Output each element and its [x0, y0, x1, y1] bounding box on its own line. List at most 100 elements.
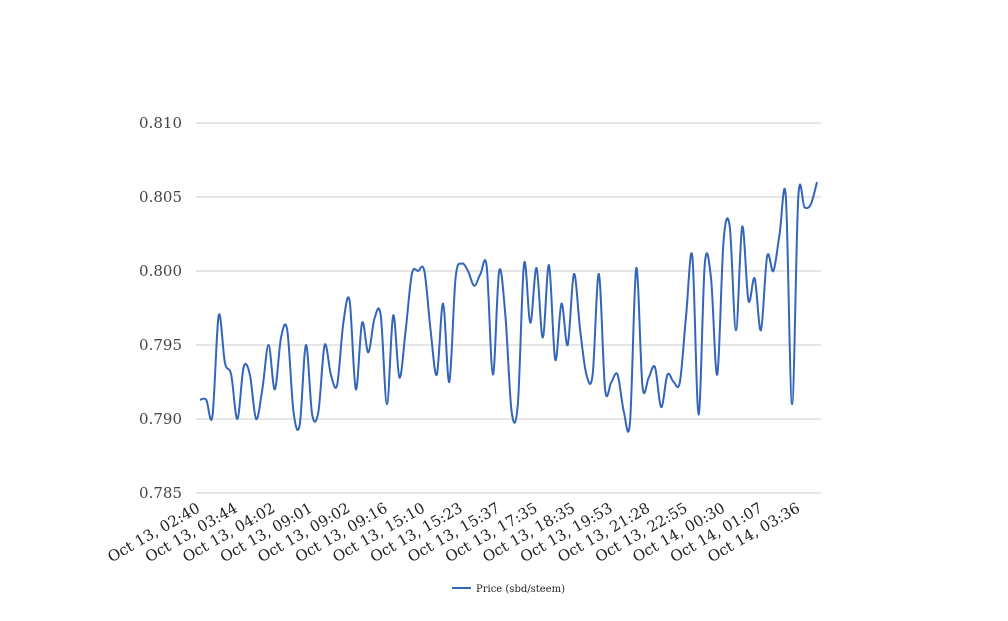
- data-point: [703, 262, 707, 266]
- data-point: [429, 328, 433, 332]
- legend[interactable]: Price (sbd/steem): [452, 584, 565, 595]
- data-point: [815, 180, 819, 184]
- data-point: [410, 272, 414, 276]
- data-point: [447, 380, 451, 384]
- data-point: [397, 376, 401, 380]
- y-tick-label: 0.795: [139, 336, 182, 354]
- data-point: [235, 417, 239, 421]
- data-point: [416, 269, 420, 273]
- data-point: [204, 398, 208, 402]
- data-point: [796, 195, 800, 199]
- data-point: [566, 343, 570, 347]
- data-point: [722, 239, 726, 243]
- data-point: [510, 410, 514, 414]
- data-point: [591, 373, 595, 377]
- data-point: [535, 266, 539, 270]
- gridlines: [196, 122, 821, 494]
- data-point: [485, 265, 489, 269]
- y-tick-label: 0.805: [139, 188, 182, 206]
- data-point: [746, 299, 750, 303]
- data-point: [803, 205, 807, 209]
- data-point: [472, 284, 476, 288]
- data-point: [354, 387, 358, 391]
- data-point: [541, 336, 545, 340]
- data-point: [248, 373, 252, 377]
- data-point: [597, 272, 601, 276]
- data-point: [516, 402, 520, 406]
- data-point: [379, 313, 383, 317]
- data-point: [753, 276, 757, 280]
- data-point: [291, 410, 295, 414]
- data-point: [466, 269, 470, 273]
- data-point: [366, 350, 370, 354]
- data-point: [404, 328, 408, 332]
- data-point: [522, 262, 526, 266]
- data-point: [454, 276, 458, 280]
- data-point: [740, 225, 744, 229]
- data-point: [329, 373, 333, 377]
- data-point: [341, 321, 345, 325]
- data-point: [765, 254, 769, 258]
- data-point: [528, 321, 532, 325]
- data-point: [254, 417, 258, 421]
- data-point: [223, 361, 227, 365]
- data-point: [316, 410, 320, 414]
- data-point: [422, 269, 426, 273]
- data-point: [634, 266, 638, 270]
- data-point: [603, 387, 607, 391]
- data-point: [273, 387, 277, 391]
- data-point: [684, 313, 688, 317]
- data-point: [809, 202, 813, 206]
- y-tick-label: 0.790: [139, 410, 182, 428]
- legend-label: Price (sbd/steem): [476, 584, 565, 595]
- data-point: [715, 373, 719, 377]
- y-tick-label: 0.785: [139, 484, 182, 502]
- data-point: [690, 254, 694, 258]
- data-point: [578, 328, 582, 332]
- data-point: [665, 373, 669, 377]
- data-point: [647, 376, 651, 380]
- series-layer: [198, 180, 819, 433]
- data-point: [672, 380, 676, 384]
- data-point: [267, 343, 271, 347]
- data-point: [622, 410, 626, 414]
- data-point: [678, 380, 682, 384]
- data-point: [790, 402, 794, 406]
- data-point: [572, 272, 576, 276]
- data-point: [310, 413, 314, 417]
- data-point: [242, 365, 246, 369]
- data-point: [778, 232, 782, 236]
- data-point: [547, 263, 551, 267]
- data-point: [584, 373, 588, 377]
- data-point: [771, 269, 775, 273]
- data-point: [360, 321, 364, 325]
- data-point: [385, 402, 389, 406]
- series-line-price: [199, 181, 818, 433]
- data-point: [217, 313, 221, 317]
- data-point: [659, 405, 663, 409]
- data-point: [653, 365, 657, 369]
- data-point: [709, 276, 713, 280]
- data-point: [460, 262, 464, 266]
- data-point: [759, 328, 763, 332]
- data-point: [210, 414, 214, 418]
- data-point: [298, 423, 302, 427]
- data-point: [640, 384, 644, 388]
- data-point: [279, 336, 283, 340]
- data-point: [373, 316, 377, 320]
- data-point: [497, 269, 501, 273]
- data-point: [229, 373, 233, 377]
- data-point: [198, 398, 202, 402]
- data-point: [323, 343, 327, 347]
- y-tick-label: 0.810: [139, 114, 182, 132]
- data-point: [348, 299, 352, 303]
- data-point: [784, 195, 788, 199]
- data-point: [559, 302, 563, 306]
- data-point: [478, 272, 482, 276]
- data-point: [503, 313, 507, 317]
- data-point: [734, 328, 738, 332]
- data-point: [609, 380, 613, 384]
